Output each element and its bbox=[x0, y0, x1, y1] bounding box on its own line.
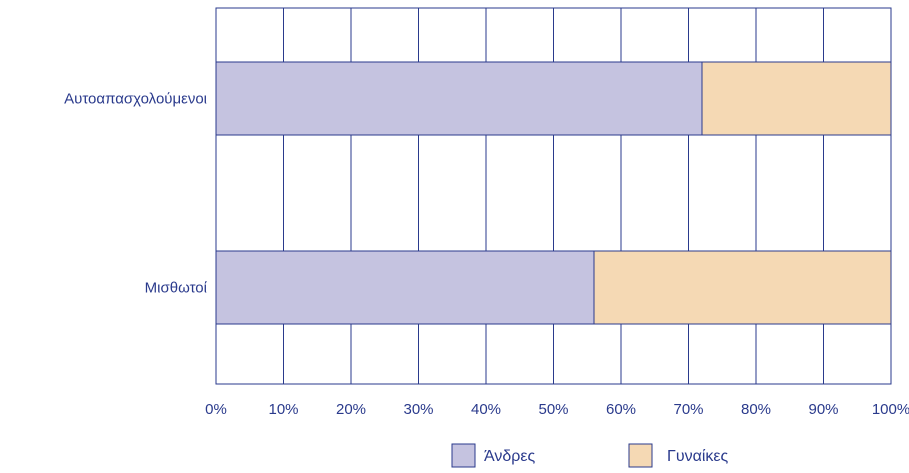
x-tick-label: 30% bbox=[403, 401, 433, 418]
legend: Άνδρες Γυναίκες bbox=[451, 443, 729, 468]
category-labels: Αυτοαπασχολούμενοι Μισθωτοί bbox=[64, 91, 208, 297]
x-tick-label: 20% bbox=[336, 401, 366, 418]
bar-men-employees bbox=[215, 250, 595, 325]
category-label: Αυτοαπασχολούμενοι bbox=[64, 91, 207, 108]
legend-label: Άνδρες bbox=[484, 448, 536, 465]
x-tick-label: 70% bbox=[673, 401, 703, 418]
category-label: Μισθωτοί bbox=[145, 280, 208, 297]
bar-women-self-employed bbox=[701, 61, 892, 136]
x-tick-label: 90% bbox=[808, 401, 838, 418]
x-tick-label: 50% bbox=[538, 401, 568, 418]
legend-label: Γυναίκες bbox=[667, 448, 729, 465]
legend-swatch bbox=[451, 443, 476, 468]
bar-men-self-employed bbox=[215, 61, 703, 136]
x-tick-label: 40% bbox=[471, 401, 501, 418]
x-tick-label: 80% bbox=[741, 401, 771, 418]
x-tick-labels: 0% 10% 20% 30% 40% 50% 60% 70% 80% 90% 100% bbox=[205, 401, 909, 418]
bar-women-employees bbox=[593, 250, 892, 325]
x-tick-label: 100% bbox=[872, 401, 909, 418]
x-tick-label: 0% bbox=[205, 401, 227, 418]
plot-border bbox=[215, 7, 892, 385]
x-tick-label: 60% bbox=[606, 401, 636, 418]
x-tick-label: 10% bbox=[268, 401, 298, 418]
legend-swatch bbox=[628, 443, 653, 468]
plot-frame bbox=[215, 7, 892, 385]
